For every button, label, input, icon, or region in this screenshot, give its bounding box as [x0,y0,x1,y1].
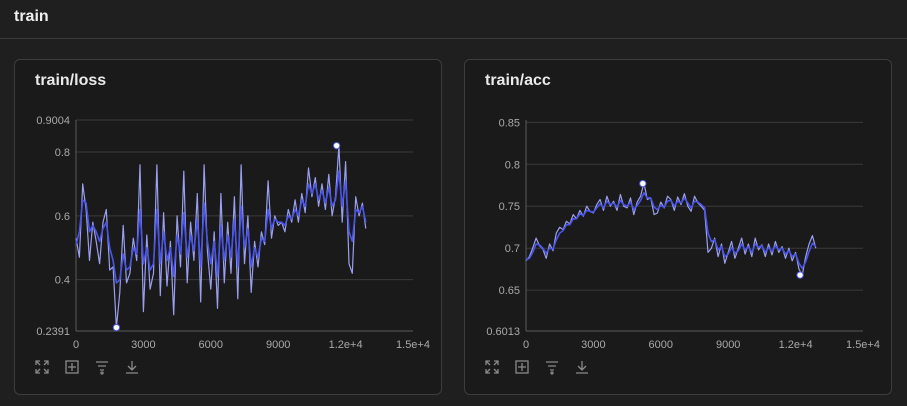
chart-toolbar [33,358,141,380]
x-tick-label: 0 [73,339,79,351]
fit-domain-icon[interactable] [63,358,81,376]
fullscreen-icon[interactable] [33,358,51,376]
chart-card-train-loss: train/loss 0.2391 0.4 0.6 0.8 0.9004 0 3000 600… [14,59,442,395]
x-tick-label: 1.2e+4 [779,339,813,351]
extremum-marker[interactable] [112,323,121,332]
x-tick-label: 1.5e+4 [396,339,430,351]
x-tick-label: 1.2e+4 [329,339,363,351]
chart-toolbar [483,358,591,380]
x-tick-label: 9000 [716,339,740,351]
y-tick-label: 0.6 [55,211,70,223]
chart-card-train-acc: train/acc 0.6013 0.65 0.7 0.75 0.8 0.85 0 3000 6… [464,59,892,395]
y-tick-label: 0.75 [499,201,520,213]
chart-title: train/loss [35,72,107,89]
y-tick-label: 0.6013 [486,326,520,338]
y-tick-label: 0.65 [499,285,520,297]
filter-icon[interactable] [543,358,561,376]
x-tick-label: 3000 [131,339,155,351]
chart-title: train/acc [485,72,551,89]
y-tick-label: 0.8 [55,147,70,159]
x-tick-label: 9000 [266,339,290,351]
download-icon[interactable] [123,358,141,376]
series-line-smoothed [525,192,817,270]
y-tick-label: 0.8 [505,159,520,171]
download-icon[interactable] [573,358,591,376]
section-title: train [14,8,49,25]
x-tick-label: 1.5e+4 [846,339,880,351]
acc-chart[interactable]: 0.6013 0.65 0.7 0.75 0.8 0.85 0 3000 6000 9000 1.2… [465,60,893,360]
y-tick-label: 0.2391 [36,326,70,338]
fit-domain-icon[interactable] [513,358,531,376]
section-header: train [0,0,907,39]
extremum-marker[interactable] [639,179,647,188]
x-tick-label: 6000 [649,339,673,351]
extremum-marker[interactable] [796,271,804,279]
series-line-smoothed [75,170,367,284]
y-tick-label: 0.4 [55,275,70,287]
y-tick-label: 0.9004 [36,115,70,127]
fullscreen-icon[interactable] [483,358,501,376]
y-tick-label: 0.7 [505,243,520,255]
y-tick-label: 0.85 [499,117,520,129]
loss-chart[interactable]: 0.2391 0.4 0.6 0.8 0.9004 0 3000 6000 9000 1.2e+4… [15,60,443,360]
x-tick-label: 6000 [199,339,223,351]
extremum-marker[interactable] [332,141,341,150]
series-line-raw [525,182,817,276]
x-tick-label: 0 [523,339,529,351]
filter-icon[interactable] [93,358,111,376]
x-tick-label: 3000 [581,339,605,351]
